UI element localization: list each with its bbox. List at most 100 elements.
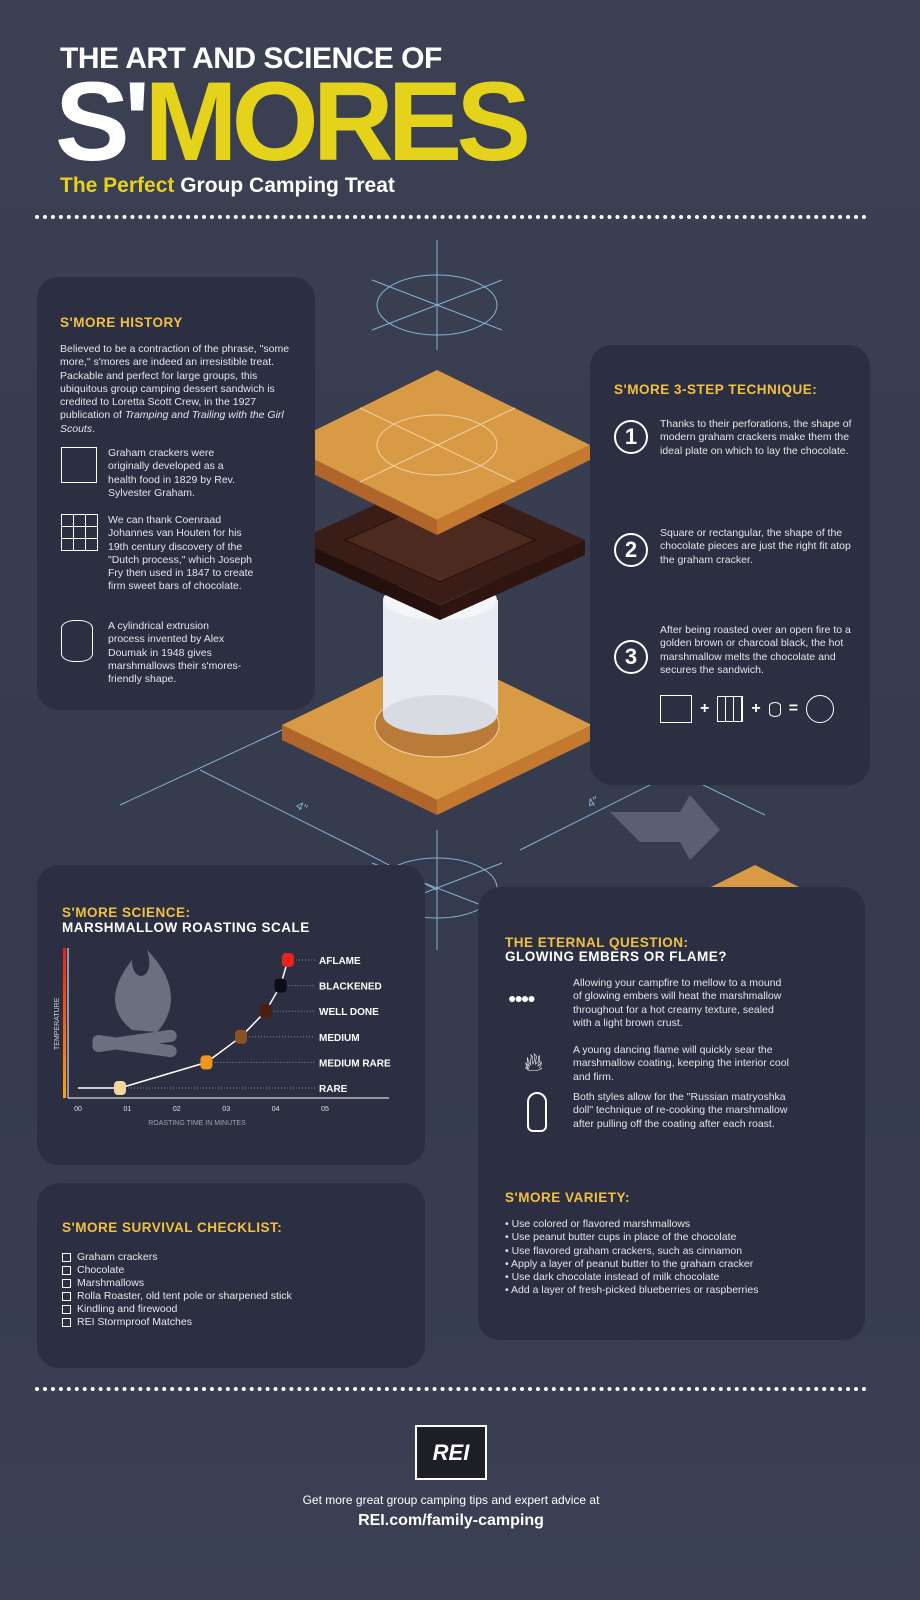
temperature-gradient-bar — [63, 948, 66, 1098]
divider — [35, 1387, 867, 1391]
roasting-curve — [78, 959, 289, 1089]
checklist: Graham crackers Chocolate Marshmallows Roll… — [62, 1251, 292, 1329]
checkbox[interactable] — [62, 1253, 71, 1262]
rei-logo-text: REI — [432, 1440, 470, 1465]
footer-link[interactable]: REI.com/family-camping — [358, 1512, 544, 1529]
checklist-panel: S'MORE SURVIVAL CHECKLIST: Graham cracke… — [37, 1183, 425, 1368]
flame-icon: 🔥︎ — [524, 1047, 544, 1077]
eternal-question-panel: THE ETERNAL QUESTION: GLOWING EMBERS OR … — [478, 887, 865, 1340]
eternal-subtitle: GLOWING EMBERS OR FLAME? — [505, 949, 727, 964]
step-text: Square or rectangular, the shape of the … — [660, 527, 851, 566]
checklist-item[interactable]: REI Stormproof Matches — [62, 1316, 292, 1329]
technique-panel: S'MORE 3-STEP TECHNIQUE: 1 Thanks to the… — [590, 345, 870, 785]
checklist-item-label: Kindling and firewood — [77, 1303, 178, 1315]
checkbox[interactable] — [62, 1266, 71, 1275]
footer-text: Get more great group camping tips and ex… — [302, 1493, 600, 1507]
variety-item: • Add a layer of fresh-picked blueberrie… — [505, 1284, 759, 1297]
roast-level-label: MEDIUM — [319, 1033, 360, 1044]
y-axis-label: TEMPERATURE — [54, 997, 61, 1050]
variety-list: • Use colored or flavored marshmallows • … — [505, 1218, 845, 1298]
technique-title: S'MORE 3-STEP TECHNIQUE: — [614, 382, 818, 397]
step-text: Thanks to their perforations, the shape … — [660, 418, 852, 457]
step-text: After being roasted over an open fire to… — [660, 624, 851, 676]
dimension-right: 4" — [585, 793, 601, 810]
eternal-text: A young dancing flame will quickly sear … — [573, 1044, 789, 1083]
roast-level-marker — [281, 953, 294, 967]
blueprint-lines — [119, 240, 766, 950]
plus-sign: + — [751, 700, 761, 717]
checklist-item-label: REI Stormproof Matches — [77, 1316, 192, 1328]
eternal-text: Both styles allow for the "Russian matry… — [573, 1091, 788, 1130]
subtitle-rest: Group Camping Treat — [180, 174, 395, 197]
roast-level-label: WELL DONE — [319, 1007, 379, 1018]
eternal-text: Allowing your campfire to mellow to a mo… — [573, 977, 782, 1029]
step-number: 2 — [614, 533, 648, 567]
checklist-item[interactable]: Rolla Roaster, old tent pole or sharpene… — [62, 1290, 292, 1303]
checklist-item[interactable]: Kindling and firewood — [62, 1303, 292, 1316]
variety-item: • Use peanut butter cups in place of the… — [505, 1231, 737, 1244]
plus-sign: + — [700, 700, 710, 717]
smores-rest: MORES — [144, 59, 531, 184]
variety-item: • Use dark chocolate instead of milk cho… — [505, 1271, 720, 1284]
subtitle: The Perfect Group Camping Treat — [60, 174, 395, 198]
x-axis-label: ROASTING TIME IN MINUTES — [148, 1120, 246, 1127]
chocolate-bar-icon — [61, 514, 98, 551]
history-intro-italic: Tramping and Trailing with the Girl Scou… — [60, 409, 284, 435]
history-fact: A cylindrical extrusion process invented… — [108, 620, 242, 686]
variety-item: • Use flavored graham crackers, such as … — [505, 1244, 743, 1257]
divider — [35, 215, 867, 219]
x-tick-label: 04 — [272, 1106, 280, 1113]
smores-s: S' — [55, 59, 150, 184]
history-fact: Graham crackers were originally develope… — [108, 447, 236, 499]
checkbox[interactable] — [62, 1279, 71, 1288]
history-panel: S'MORE HISTORY Believed to be a contract… — [37, 277, 315, 710]
marshmallow-icon — [61, 620, 93, 662]
roasting-scale-chart: TEMPERATURE ROASTING TIME IN MINUTES 00 0… — [54, 948, 391, 1127]
graham-cracker-icon — [61, 447, 97, 483]
roast-level-label: MEDIUM RARE — [319, 1058, 391, 1069]
roast-level-marker — [200, 1055, 213, 1070]
history-intro-text: Believed to be a contraction of the phra… — [60, 343, 290, 422]
matryoshka-doll-icon — [527, 1092, 547, 1132]
checklist-item-label: Chocolate — [77, 1264, 125, 1276]
dimension-left: 4" — [294, 798, 310, 815]
checklist-item[interactable]: Chocolate — [62, 1264, 292, 1277]
step-number: 1 — [614, 420, 648, 454]
science-subtitle: MARSHMALLOW ROASTING SCALE — [62, 920, 310, 935]
subtitle-accent: The Perfect — [60, 174, 175, 197]
science-title: S'MORE SCIENCE: — [62, 905, 191, 920]
rei-logo: REI — [415, 1425, 487, 1480]
history-intro: Believed to be a contraction of the phra… — [60, 343, 290, 435]
checklist-item-label: Marshmallows — [77, 1277, 145, 1289]
equals-sign: = — [788, 700, 799, 717]
checklist-item-label: Graham crackers — [77, 1251, 158, 1263]
roast-level-marker — [235, 1029, 248, 1044]
checkbox[interactable] — [62, 1305, 71, 1314]
roast-level-label: RARE — [319, 1084, 348, 1095]
checklist-title: S'MORE SURVIVAL CHECKLIST: — [62, 1220, 283, 1235]
embers-icon: ●●●● — [508, 990, 536, 1006]
x-tick-label: 00 — [74, 1106, 82, 1113]
science-panel: S'MORE SCIENCE: MARSHMALLOW ROASTING SCA… — [37, 865, 425, 1165]
title-line: THE ART AND SCIENCE OF — [60, 42, 442, 75]
x-tick-label: 01 — [124, 1106, 132, 1113]
x-tick-label: 02 — [173, 1106, 181, 1113]
checkbox[interactable] — [62, 1318, 71, 1327]
history-title: S'MORE HISTORY — [60, 315, 183, 330]
x-tick-label: 03 — [222, 1106, 230, 1113]
arrow-icon — [610, 795, 720, 860]
roast-level-marker — [113, 1081, 126, 1095]
checklist-item[interactable]: Graham crackers — [62, 1251, 292, 1264]
checklist-item[interactable]: Marshmallows — [62, 1277, 292, 1290]
campfire-icon — [92, 950, 177, 1058]
variety-item: • Apply a layer of peanut butter to the … — [505, 1257, 754, 1270]
variety-title: S'MORE VARIETY: — [505, 1190, 630, 1205]
checkbox[interactable] — [62, 1292, 71, 1301]
eternal-title: THE ETERNAL QUESTION: — [505, 935, 689, 950]
roast-level-marker — [259, 1004, 272, 1019]
smiley-icon — [806, 695, 835, 723]
checklist-item-label: Rolla Roaster, old tent pole or sharpene… — [77, 1290, 292, 1302]
top-graham-cracker — [285, 370, 590, 535]
graham-cracker-icon — [660, 695, 692, 723]
chocolate-bar-icon — [717, 696, 744, 722]
